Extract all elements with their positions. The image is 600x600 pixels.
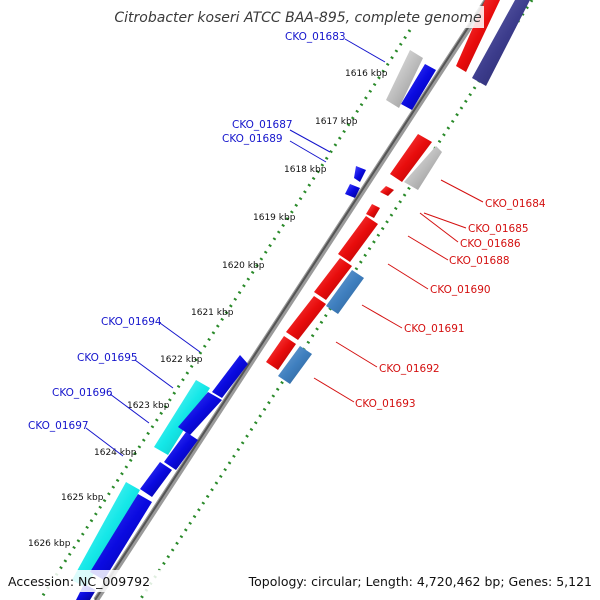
gene-label-cko-01683[interactable]: CKO_01683 — [285, 31, 346, 43]
tick-label: 1617 kbp — [315, 117, 358, 127]
accession-text: Accession: NC_009792 — [8, 574, 150, 589]
gene-cko-01689[interactable] — [345, 184, 360, 198]
genome-backbone — [93, 0, 490, 600]
gene-label-cko-01697[interactable]: CKO_01697 — [28, 420, 89, 432]
tick-label: 1623 kbp — [127, 401, 170, 411]
gene-label-cko-01694[interactable]: CKO_01694 — [101, 316, 162, 328]
right-leaders — [313, 179, 484, 403]
gene-cko-01694[interactable] — [212, 355, 248, 398]
gene-cko-01693-steel[interactable] — [278, 346, 312, 384]
footer-backdrop — [0, 570, 600, 592]
genome-summary-text: Topology: circular; Length: 4,720,462 bp… — [248, 574, 592, 589]
gene-label-cko-01690[interactable]: CKO_01690 — [430, 284, 491, 296]
gene-cko-01695[interactable] — [178, 392, 222, 435]
left-leaders — [85, 38, 386, 457]
gene-label-cko-01686[interactable]: CKO_01686 — [460, 238, 521, 250]
gene-cko-01692[interactable] — [266, 336, 296, 370]
tick-label: 1625 kbp — [61, 493, 104, 503]
gene-cko-01687[interactable] — [354, 166, 366, 182]
ruler-labels: 1616 kbp 1617 kbp 1618 kbp 1619 kbp 1620… — [28, 69, 388, 549]
gene-cko-01683[interactable] — [401, 64, 436, 110]
tick-label: 1618 kbp — [284, 165, 327, 175]
tick-label: 1619 kbp — [253, 213, 296, 223]
map-title: Citrobacter koseri ATCC BAA-895, complet… — [114, 10, 481, 26]
tick-label: 1616 kbp — [345, 69, 388, 79]
title-backdrop — [112, 6, 484, 28]
right-labels: CKO_01684 CKO_01685 CKO_01686 CKO_01688 … — [355, 198, 546, 410]
gene-cko-01684[interactable] — [390, 134, 432, 182]
gene-cko-01685[interactable] — [380, 186, 394, 196]
gene-cko-01690[interactable] — [314, 258, 352, 300]
gene-cko-01697-cyan[interactable] — [72, 482, 140, 588]
tick-label: 1620 kbp — [222, 261, 265, 271]
tick-track-left — [38, 29, 412, 600]
gene-label-cko-01684[interactable]: CKO_01684 — [485, 198, 546, 210]
gene-cko-01697[interactable] — [140, 462, 172, 497]
gene-label-cko-01685[interactable]: CKO_01685 — [468, 223, 529, 235]
left-labels: CKO_01683 CKO_01687 CKO_01689 CKO_01694 … — [28, 31, 346, 432]
gene-cko-01695-cyan[interactable] — [154, 380, 210, 455]
gene-label-cko-01688[interactable]: CKO_01688 — [449, 255, 510, 267]
gene-label-cko-01689[interactable]: CKO_01689 — [222, 133, 283, 145]
tick-label: 1624 kbp — [94, 448, 137, 458]
tick-label: 1621 kbp — [191, 308, 234, 318]
gene-label-cko-01695[interactable]: CKO_01695 — [77, 352, 138, 364]
gene-label-cko-01691[interactable]: CKO_01691 — [404, 323, 465, 335]
gene-label-cko-01696[interactable]: CKO_01696 — [52, 387, 113, 399]
gene-cko-01691-steel[interactable] — [326, 270, 364, 314]
gene-cko-01682-navy[interactable] — [472, 0, 530, 86]
gene-cko-01683-gray[interactable] — [386, 50, 423, 108]
tick-label: 1622 kbp — [160, 355, 203, 365]
gene-label-cko-01692[interactable]: CKO_01692 — [379, 363, 440, 375]
gene-cko-01691[interactable] — [286, 296, 326, 340]
forward-strand-genes — [72, 50, 436, 600]
gene-cko-01696[interactable] — [164, 432, 198, 470]
tick-label: 1626 kbp — [28, 539, 71, 549]
gene-label-cko-01687[interactable]: CKO_01687 — [232, 119, 293, 131]
gene-cko-01688[interactable] — [338, 216, 378, 262]
gene-cko-01686[interactable] — [366, 204, 380, 218]
gene-cko-01682[interactable] — [456, 0, 500, 72]
gene-cko-01697b[interactable] — [90, 494, 152, 580]
gene-cko-01684-gray[interactable] — [404, 146, 442, 190]
gene-label-cko-01693[interactable]: CKO_01693 — [355, 398, 416, 410]
reverse-strand-genes — [266, 0, 530, 384]
